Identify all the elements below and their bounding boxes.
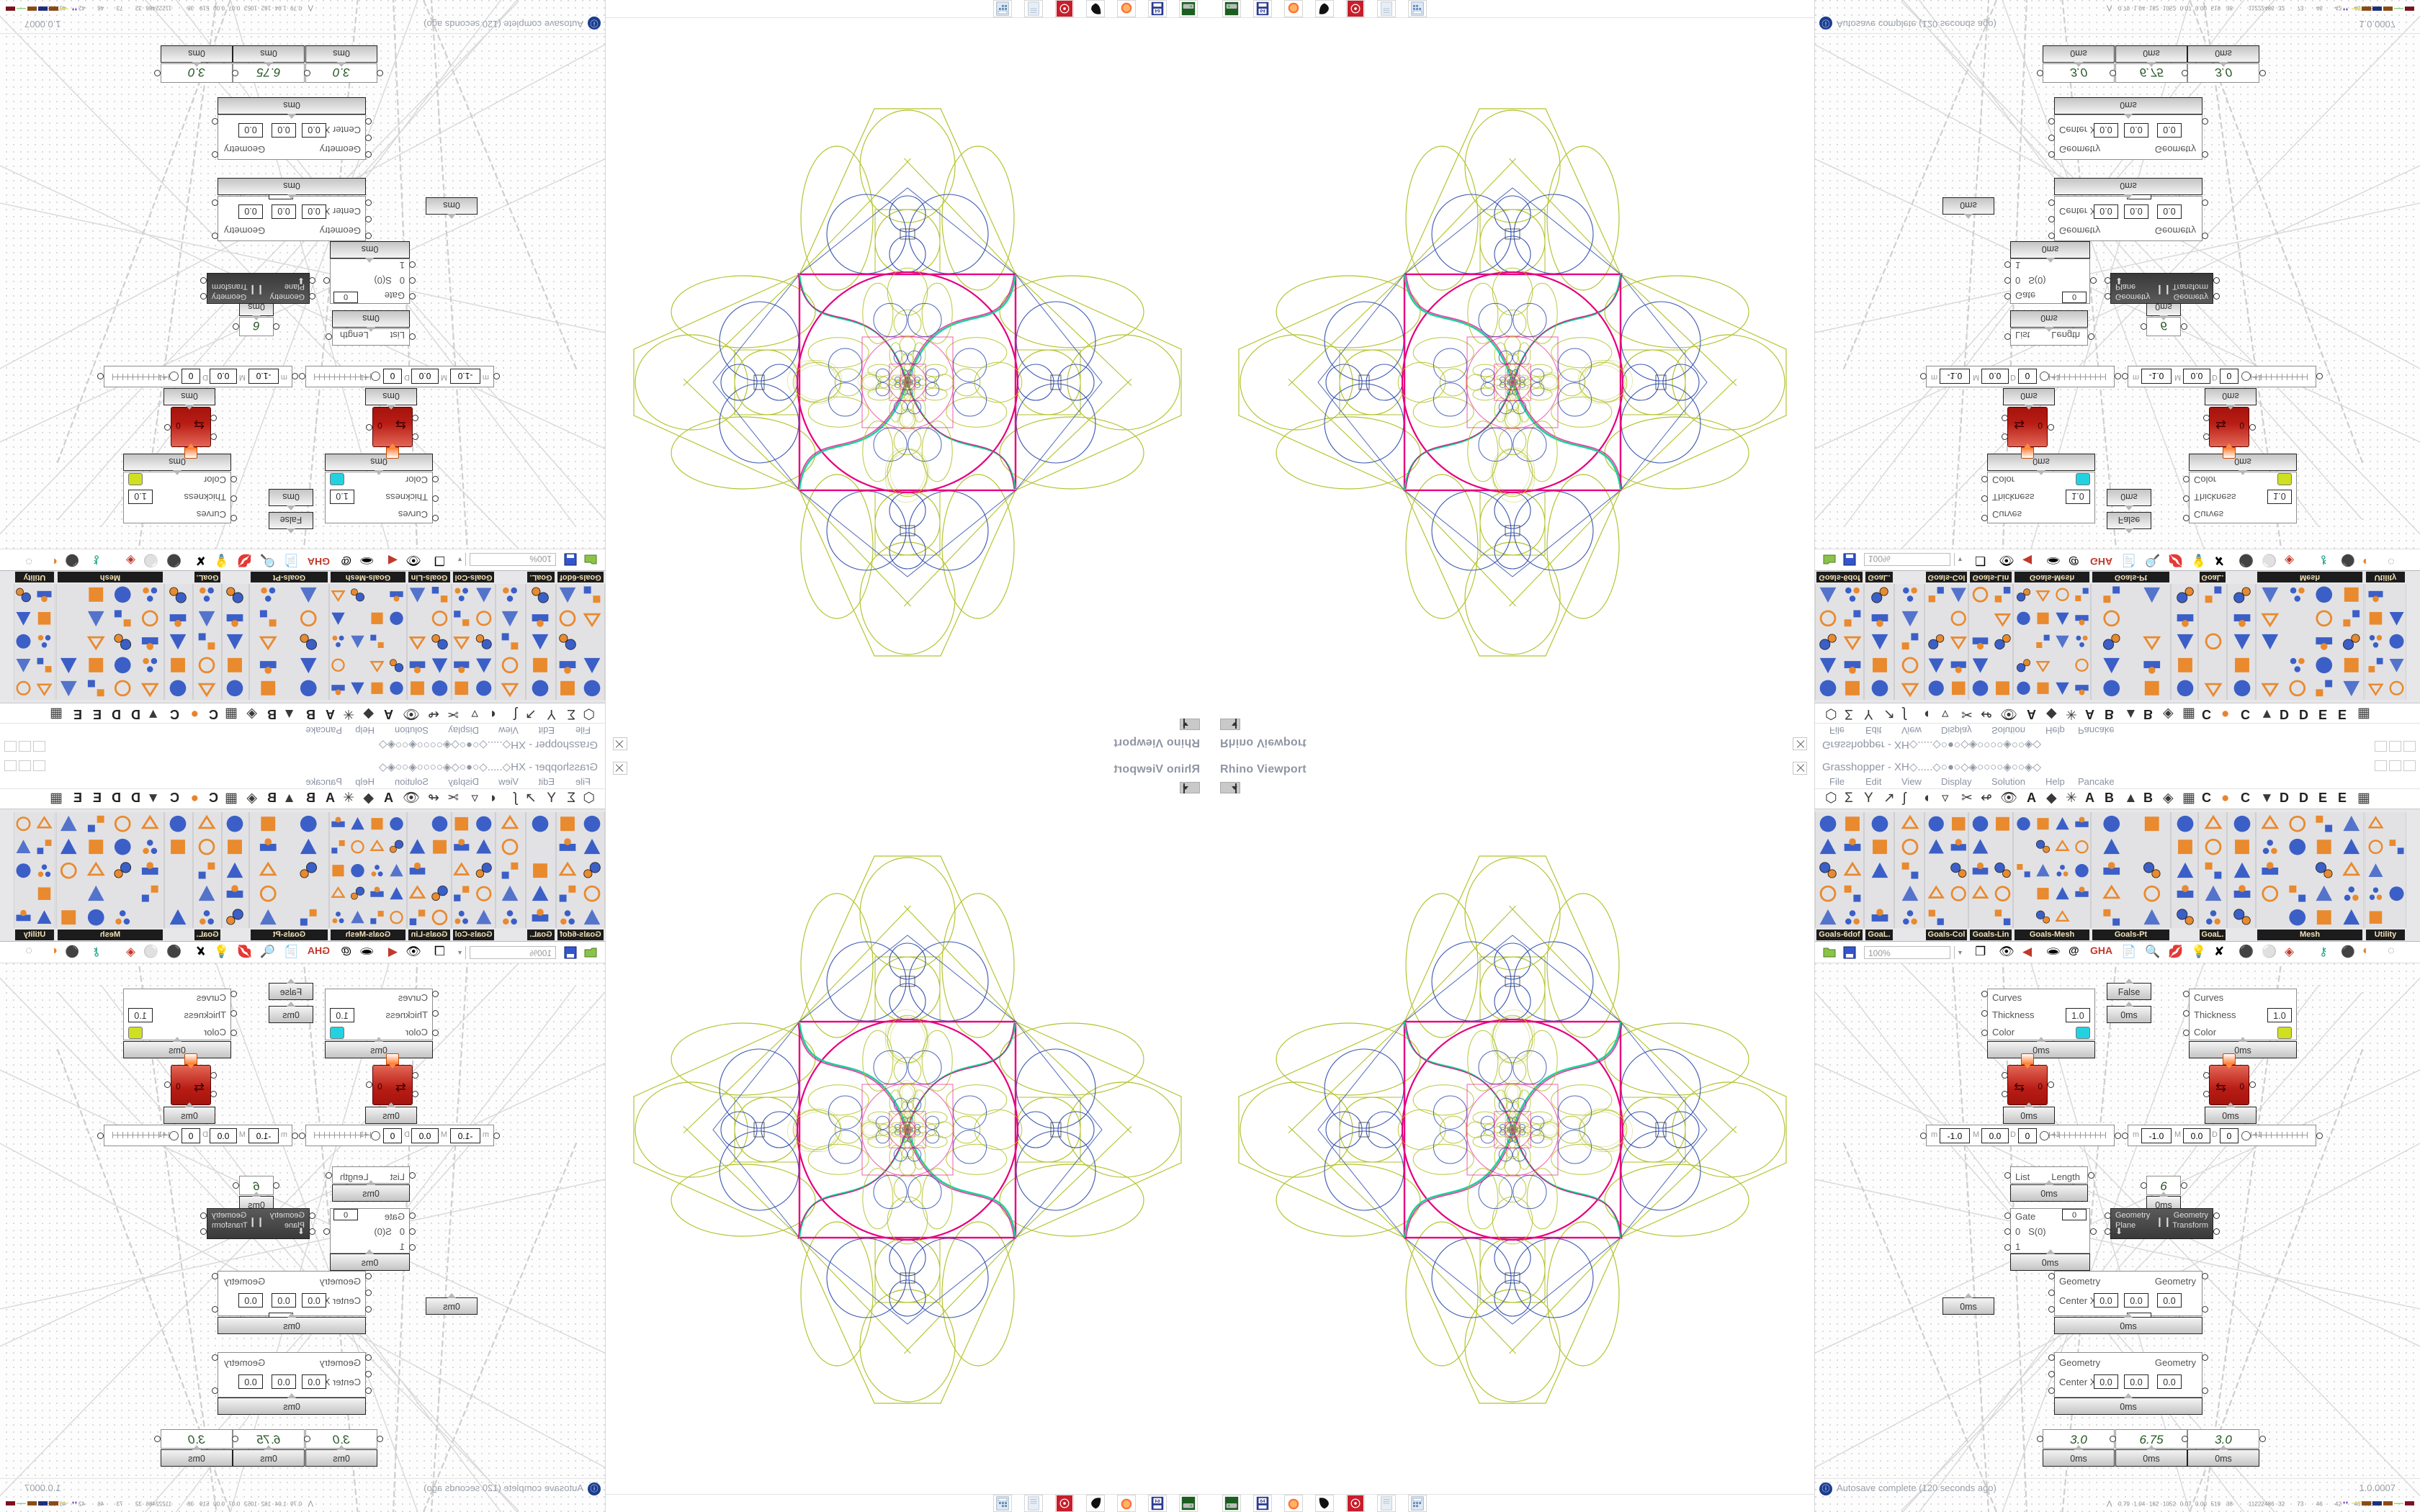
svg-text:64: 64 [1260, 1499, 1265, 1504]
svg-text:64: 64 [1260, 8, 1265, 13]
svg-text:64: 64 [1155, 1499, 1160, 1504]
svg-text:64: 64 [1155, 8, 1160, 13]
